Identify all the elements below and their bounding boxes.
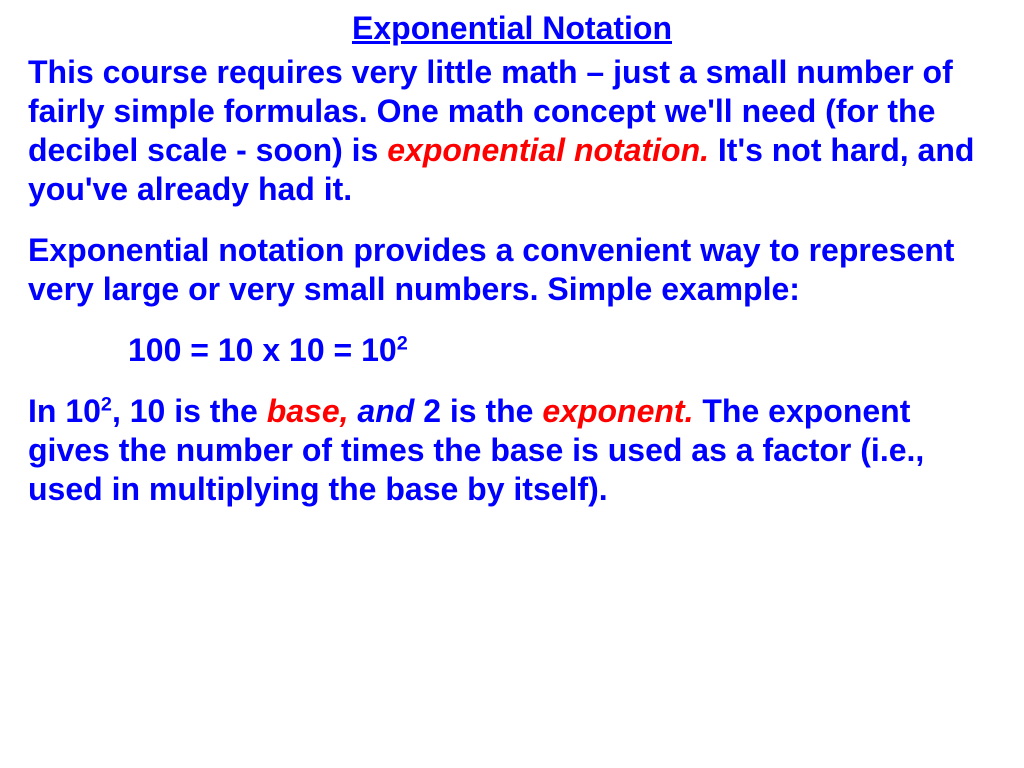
eq-lhs: 100 = 10 x 10 = 10 (128, 332, 397, 368)
p3-b: , 10 is the (112, 393, 267, 429)
p1-emphasis-exponential-notation: exponential notation. (387, 132, 709, 168)
p3-c: 2 is the (423, 393, 542, 429)
paragraph-intro: This course requires very little math – … (28, 53, 996, 209)
page-title: Exponential Notation (28, 10, 996, 47)
p3-a: In 10 (28, 393, 101, 429)
p3-emphasis-exponent: exponent. (542, 393, 693, 429)
p3-emphasis-base: base, (267, 393, 349, 429)
p3-superscript: 2 (101, 394, 112, 416)
paragraph-definition: Exponential notation provides a convenie… (28, 231, 996, 309)
equation-example: 100 = 10 x 10 = 102 (28, 331, 996, 370)
paragraph-explanation: In 102, 10 is the base, and 2 is the exp… (28, 392, 996, 509)
p3-and: and (349, 393, 424, 429)
eq-superscript: 2 (397, 333, 408, 355)
